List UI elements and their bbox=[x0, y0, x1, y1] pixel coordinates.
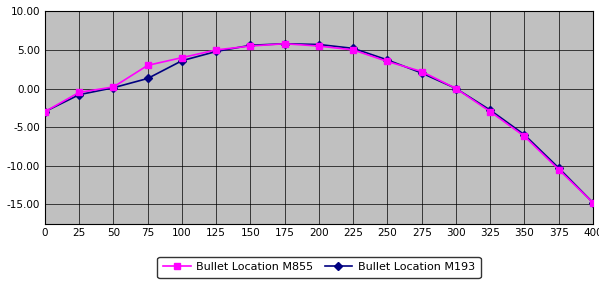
Bullet Location M855 bbox=[384, 60, 391, 63]
Line: Bullet Location M855: Bullet Location M855 bbox=[42, 41, 596, 205]
Bullet Location M855 bbox=[213, 48, 220, 52]
Bullet Location M855 bbox=[452, 87, 459, 90]
Bullet Location M193 bbox=[144, 77, 152, 80]
Bullet Location M193 bbox=[384, 58, 391, 62]
Bullet Location M855 bbox=[247, 44, 254, 48]
Bullet Location M855 bbox=[418, 70, 425, 73]
Bullet Location M193 bbox=[555, 166, 562, 170]
Bullet Location M193 bbox=[179, 59, 186, 63]
Bullet Location M193 bbox=[521, 133, 528, 136]
Legend: Bullet Location M855, Bullet Location M193: Bullet Location M855, Bullet Location M1… bbox=[158, 257, 480, 278]
Bullet Location M193 bbox=[213, 50, 220, 53]
Line: Bullet Location M193: Bullet Location M193 bbox=[42, 41, 596, 205]
Bullet Location M855 bbox=[281, 42, 288, 46]
Bullet Location M193 bbox=[316, 43, 323, 46]
Bullet Location M193 bbox=[589, 201, 597, 204]
Bullet Location M193 bbox=[110, 86, 117, 89]
Bullet Location M855 bbox=[110, 85, 117, 89]
Bullet Location M855 bbox=[589, 201, 597, 204]
Bullet Location M193 bbox=[247, 44, 254, 47]
Bullet Location M855 bbox=[75, 91, 83, 94]
Bullet Location M855 bbox=[316, 44, 323, 48]
Bullet Location M855 bbox=[521, 135, 528, 138]
Bullet Location M855 bbox=[486, 110, 494, 113]
Bullet Location M193 bbox=[41, 110, 49, 113]
Bullet Location M855 bbox=[555, 168, 562, 171]
Bullet Location M193 bbox=[418, 71, 425, 75]
Bullet Location M855 bbox=[41, 110, 49, 113]
Bullet Location M855 bbox=[350, 48, 357, 52]
Bullet Location M193 bbox=[281, 42, 288, 46]
Bullet Location M855 bbox=[179, 56, 186, 59]
Bullet Location M193 bbox=[486, 108, 494, 112]
Bullet Location M855 bbox=[144, 64, 152, 67]
Bullet Location M193 bbox=[75, 93, 83, 97]
Bullet Location M193 bbox=[452, 87, 459, 90]
Bullet Location M193 bbox=[350, 47, 357, 50]
